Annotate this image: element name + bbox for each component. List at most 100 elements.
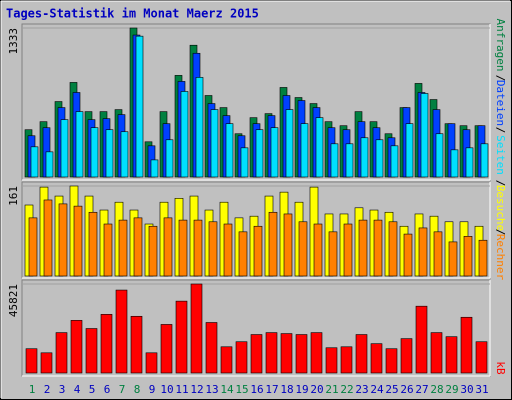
x-tick-label: 9 — [149, 383, 156, 396]
x-tick-label: 29 — [445, 383, 458, 396]
x-tick-label: 23 — [355, 383, 368, 396]
bar — [180, 91, 189, 178]
bar — [30, 146, 39, 178]
x-tick-label: 5 — [89, 383, 96, 396]
bar — [100, 314, 113, 374]
y-tick-label: 161 — [7, 186, 20, 206]
bar — [420, 93, 429, 178]
bar — [343, 223, 353, 277]
bar — [418, 227, 428, 277]
bar — [220, 346, 233, 374]
x-tick-label: 15 — [235, 383, 248, 396]
x-tick-label: 6 — [104, 383, 111, 396]
bar — [85, 328, 98, 374]
bar — [460, 316, 473, 374]
bar — [448, 241, 458, 277]
x-tick-label: 13 — [205, 383, 218, 396]
bar — [265, 332, 278, 374]
x-tick-label: 1 — [29, 383, 36, 396]
bar — [25, 348, 38, 374]
bar — [315, 117, 324, 178]
bar — [445, 336, 458, 374]
bar — [298, 221, 308, 277]
bar — [330, 143, 339, 178]
bar — [45, 151, 54, 178]
bar — [435, 133, 444, 178]
x-tick-label: 7 — [119, 383, 126, 396]
bar — [120, 131, 129, 178]
chart-title: Tages-Statistik im Monat Maerz 2015 — [6, 7, 259, 21]
bar — [88, 211, 98, 277]
legend-entry: Besuche — [494, 185, 507, 231]
bar — [268, 211, 278, 277]
bar — [283, 213, 293, 277]
bar — [118, 219, 128, 277]
bar — [403, 233, 413, 277]
x-tick-label: 20 — [310, 383, 323, 396]
x-tick-label: 16 — [250, 383, 263, 396]
y-tick-label: 45821 — [7, 284, 20, 317]
bar — [375, 139, 384, 178]
legend-separator: / — [494, 127, 507, 134]
x-tick-label: 14 — [220, 383, 234, 396]
bar — [115, 289, 128, 374]
bar — [340, 346, 353, 374]
bar — [43, 199, 53, 277]
bar — [238, 231, 248, 277]
bar — [205, 322, 218, 374]
bar — [55, 332, 68, 374]
bar — [373, 219, 383, 277]
bar — [415, 305, 428, 374]
x-tick-label: 19 — [295, 383, 308, 396]
bar — [433, 231, 443, 277]
x-tick-label: 12 — [190, 383, 203, 396]
bar — [400, 338, 413, 374]
bar — [150, 159, 159, 178]
legend-separator: / — [494, 229, 507, 236]
bar — [163, 217, 173, 277]
bar — [90, 127, 99, 178]
bar — [60, 119, 69, 178]
bar — [370, 343, 383, 374]
x-tick-label: 30 — [460, 383, 473, 396]
bar — [250, 334, 263, 374]
legend-separator: / — [494, 75, 507, 82]
bar — [130, 315, 143, 374]
bar — [358, 219, 368, 277]
bar — [310, 332, 323, 374]
bar — [235, 341, 248, 374]
x-tick-label: 22 — [340, 383, 353, 396]
bar — [345, 143, 354, 178]
bar — [195, 77, 204, 178]
bar — [210, 109, 219, 178]
x-tick-label: 25 — [385, 383, 398, 396]
bar — [70, 320, 83, 374]
bar — [450, 149, 459, 178]
bar — [240, 147, 249, 178]
bar — [160, 324, 173, 374]
bar — [28, 217, 38, 277]
bar — [135, 35, 144, 178]
bar — [165, 139, 174, 178]
bar — [58, 203, 68, 277]
legend-entry: Rechner — [494, 234, 507, 281]
bar — [40, 352, 53, 374]
legend-separator: / — [494, 180, 507, 187]
bar — [388, 221, 398, 277]
bar — [133, 217, 143, 277]
x-tick-label: 4 — [74, 383, 81, 396]
x-tick-label: 27 — [415, 383, 428, 396]
bar — [475, 341, 488, 374]
x-tick-label: 17 — [265, 383, 278, 396]
bar — [175, 300, 188, 374]
bar — [463, 236, 473, 277]
bar — [105, 129, 114, 178]
bar — [270, 127, 279, 178]
legend-entry: Dateien — [494, 80, 507, 126]
x-tick-label: 31 — [475, 383, 488, 396]
y-tick-label: 1333 — [7, 28, 20, 55]
bar — [385, 348, 398, 374]
bar — [75, 111, 84, 178]
x-tick-label: 2 — [44, 383, 51, 396]
